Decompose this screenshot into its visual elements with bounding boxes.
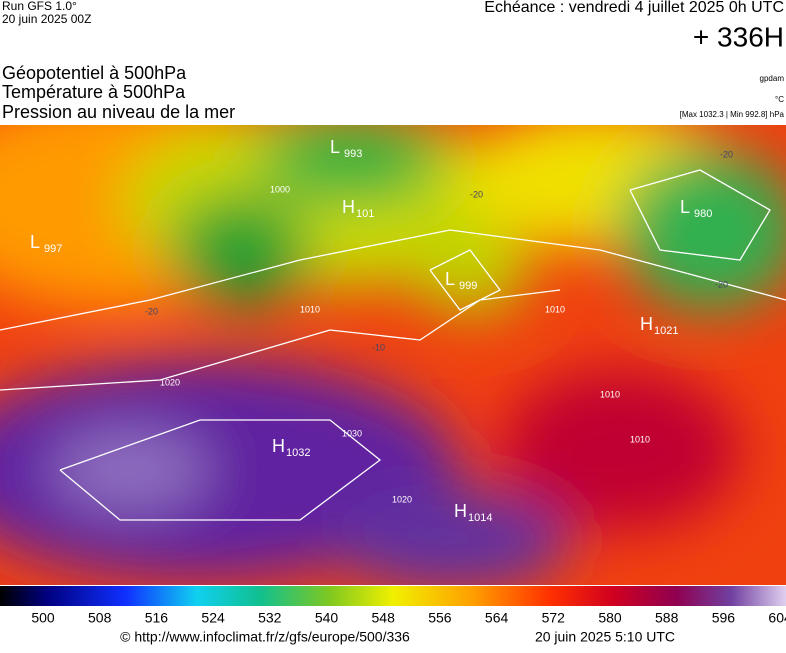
colorbar-label: 524	[201, 610, 225, 626]
contour-label: 1020	[160, 377, 180, 387]
pressure-type: L	[445, 269, 455, 289]
colorbar-label: 588	[655, 610, 679, 626]
contour-label: -20	[715, 279, 728, 289]
contour-label: 1010	[630, 434, 650, 444]
unit-label: °C	[775, 95, 784, 104]
colorbar-label: 548	[372, 610, 396, 626]
pressure-value: 997	[44, 243, 62, 255]
colorbar-label: 604	[768, 610, 786, 626]
contour-label: 1010	[545, 304, 565, 314]
contour-label: 1010	[600, 389, 620, 399]
colorbar-label: 580	[598, 610, 622, 626]
isobar	[59, 419, 382, 521]
unit-label: [Max 1032.3 | Min 992.8] hPa	[680, 110, 785, 119]
colorbar-label: 532	[258, 610, 282, 626]
pressure-value: 999	[459, 280, 477, 292]
pressure-type: L	[680, 197, 690, 217]
contour-label: 1010	[300, 304, 320, 314]
pressure-value: 1014	[468, 512, 492, 524]
isobar	[0, 229, 786, 331]
run-label: Run GFS 1.0°	[2, 0, 77, 13]
pressure-type: H	[454, 501, 467, 521]
contour-label: -20	[720, 149, 733, 159]
pressure-type: H	[272, 436, 285, 456]
pressure-value: 993	[344, 148, 362, 160]
isobar	[429, 249, 501, 311]
map-field	[0, 125, 786, 585]
colorbar-label: 516	[145, 610, 169, 626]
contour-label: 1000	[270, 184, 290, 194]
pressure-type: L	[330, 137, 340, 157]
colorbar-label: 500	[31, 610, 55, 626]
pressure-value: 980	[694, 208, 712, 220]
colorbar-label: 572	[542, 610, 566, 626]
pressure-type: H	[640, 314, 653, 334]
layer-label: Pression au niveau de la mer	[2, 102, 235, 122]
colorbar-label: 508	[88, 610, 112, 626]
colorbar-label: 596	[712, 610, 736, 626]
contour-label: 1030	[342, 428, 362, 438]
layer-label: Température à 500hPa	[2, 82, 186, 102]
contour-label: 1020	[392, 494, 412, 504]
colorbar-label: 556	[428, 610, 452, 626]
lead-time: + 336H	[693, 21, 784, 52]
layer-label: Géopotentiel à 500hPa	[2, 63, 187, 83]
contour-label: -20	[145, 306, 158, 316]
pressure-value: 101	[356, 208, 374, 220]
colorbar-label: 540	[315, 610, 339, 626]
isobar	[0, 289, 561, 391]
pressure-value: 1021	[654, 325, 678, 337]
pressure-value: 1032	[286, 447, 310, 459]
isobar	[629, 169, 771, 261]
contour-label: -20	[470, 189, 483, 199]
init-label: 20 juin 2025 00Z	[2, 12, 91, 26]
forecast-label: Echéance : vendredi 4 juillet 2025 0h UT…	[484, 0, 784, 16]
unit-label: gpdam	[760, 74, 785, 83]
source-url: © http://www.infoclimat.fr/z/gfs/europe/…	[120, 629, 410, 645]
pressure-type: L	[30, 232, 40, 252]
footer-date: 20 juin 2025 5:10 UTC	[535, 629, 675, 645]
colorbar-label: 564	[485, 610, 509, 626]
contour-label: -10	[372, 342, 385, 352]
color-bar	[0, 586, 786, 606]
pressure-type: H	[342, 197, 355, 217]
